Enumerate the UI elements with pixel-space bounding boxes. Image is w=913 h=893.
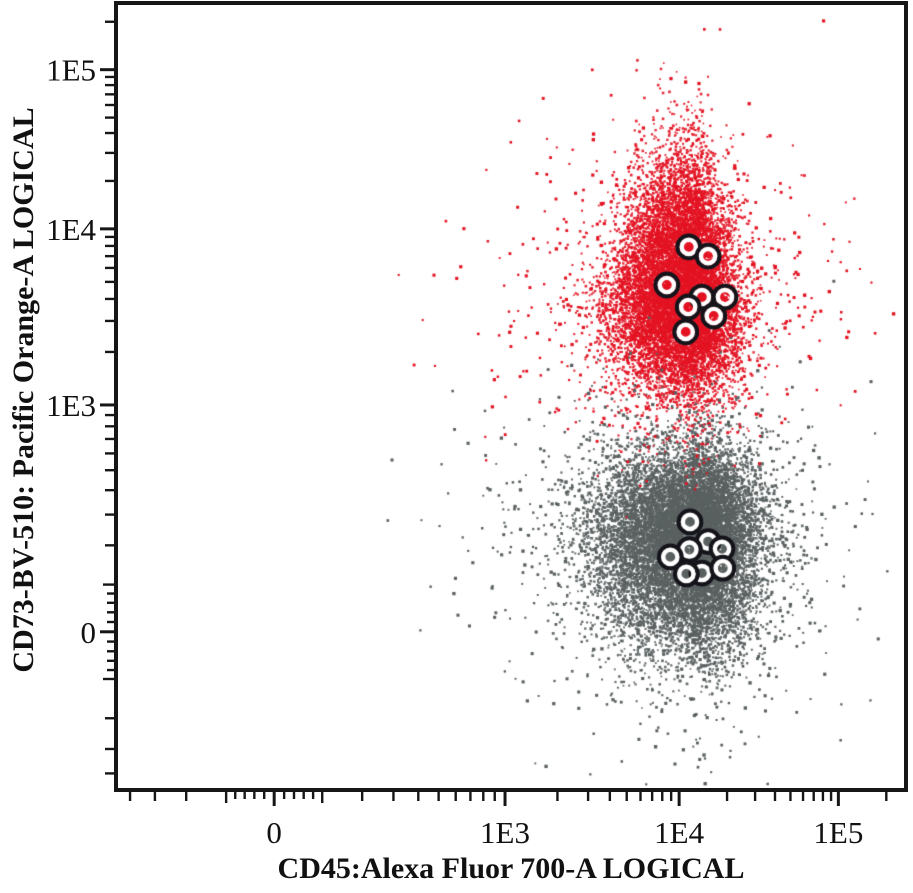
x-axis-title: CD45:Alexa Fluor 700-A LOGICAL (277, 852, 745, 885)
plot-frame (114, 1, 908, 792)
y-axis-title: CD73-BV-510: Pacific Orange-A LOGICAL (7, 107, 40, 673)
